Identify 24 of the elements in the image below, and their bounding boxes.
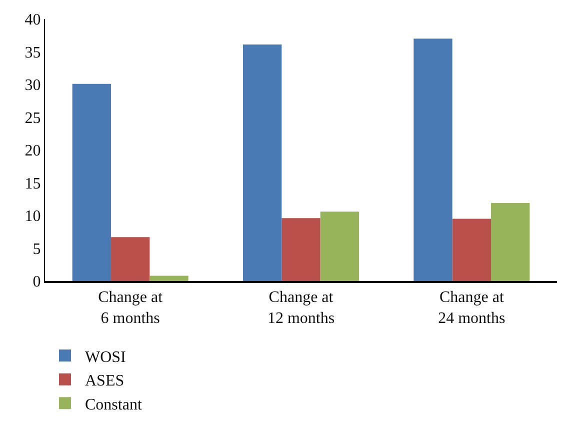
bar [242,44,282,281]
y-tick-label: 20 [24,142,41,160]
y-tick-label: 30 [24,77,41,94]
y-tick-label: 5 [32,240,41,258]
x-tick-label: Change at 24 months [438,288,506,327]
y-tick-label: 35 [24,44,41,62]
y-tick-label: 10 [24,208,41,226]
bar [320,212,360,281]
y-tick-label: 40 [24,12,41,29]
bar [110,237,150,281]
bar [491,203,530,281]
x-tick-label: Change at 6 months [98,288,164,327]
legend-label: Constant [85,396,142,414]
legend-label: ASES [85,372,124,390]
bar [150,276,188,281]
bar [72,84,111,281]
y-tick-label: 15 [24,175,41,192]
bar [452,218,492,281]
y-tick-label: 0 [32,274,41,291]
legend-label: WOSI [85,348,126,366]
y-tick-label: 25 [24,110,41,127]
bar [414,38,452,281]
bar [282,218,320,281]
x-tick-label: Change at 12 months [267,288,335,327]
